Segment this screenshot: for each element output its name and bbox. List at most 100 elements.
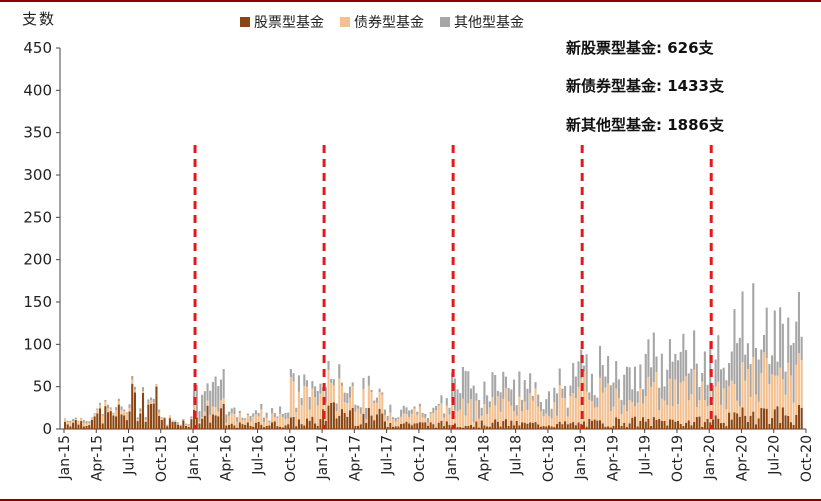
bar-债券型基金-228 (676, 404, 680, 421)
x-tick-label-Apr-17: Apr-17 (347, 435, 363, 481)
annotation-bond-label: 新债券型基金 (566, 77, 657, 95)
bar-债券型基金-239 (706, 406, 709, 419)
bar-其他型基金-222 (660, 353, 663, 399)
bar-其他型基金-13 (98, 402, 102, 405)
bar-股票型基金-274 (800, 407, 803, 429)
bar-股票型基金-103 (340, 409, 343, 429)
bar-其他型基金-192 (580, 349, 583, 379)
bar-其他型基金-206 (617, 379, 620, 398)
bar-股票型基金-72 (257, 421, 260, 429)
bar-其他型基金-270 (789, 345, 792, 376)
bar-股票型基金-219 (652, 417, 655, 429)
bar-其他型基金-99 (330, 379, 333, 383)
bar-股票型基金-198 (596, 420, 599, 429)
legend-label-other: 其他型基金 (454, 15, 524, 31)
bar-其他型基金-42 (176, 422, 179, 424)
bar-股票型基金-89 (303, 425, 306, 429)
bar-债券型基金-11 (93, 414, 96, 417)
x-tick-label-Jul-19: Jul-19 (638, 435, 654, 476)
bar-其他型基金-208 (623, 374, 626, 406)
bar-股票型基金-32 (150, 403, 153, 429)
bar-债券型基金-114 (370, 392, 373, 416)
bar-其他型基金-126 (402, 405, 405, 414)
bar-其他型基金-201 (604, 376, 607, 388)
bar-债券型基金-41 (174, 421, 177, 422)
bar-债券型基金-253 (744, 380, 747, 416)
bar-其他型基金-9 (88, 421, 91, 423)
bar-其他型基金-146 (456, 389, 459, 412)
bar-股票型基金-100 (332, 402, 335, 429)
bar-债券型基金-79 (276, 417, 279, 427)
bar-股票型基金-265 (776, 406, 779, 429)
bar-股票型基金-101 (335, 418, 338, 429)
bar-其他型基金-86 (295, 407, 298, 413)
bar-债券型基金-103 (340, 385, 343, 410)
bar-债券型基金-98 (327, 369, 330, 406)
bar-其他型基金-215 (642, 389, 645, 404)
bar-其他型基金-156 (483, 381, 486, 405)
bar-其他型基金-89 (303, 374, 306, 386)
bar-其他型基金-14 (101, 414, 104, 416)
bar-债券型基金-19 (115, 410, 118, 417)
bar-其他型基金-198 (596, 397, 599, 408)
bar-股票型基金-175 (534, 422, 537, 429)
bar-股票型基金-79 (276, 426, 279, 429)
bar-债券型基金-232 (687, 400, 690, 421)
bar-股票型基金-197 (593, 419, 596, 429)
bar-其他型基金-44 (182, 418, 185, 420)
bar-其他型基金-71 (254, 410, 257, 415)
bar-股票型基金-237 (701, 426, 704, 429)
bar-股票型基金-227 (674, 421, 677, 429)
bar-其他型基金-259 (760, 349, 763, 374)
bar-债券型基金-235 (695, 407, 698, 418)
bar-其他型基金-24 (128, 404, 131, 408)
bar-债券型基金-196 (590, 401, 594, 421)
bar-债券型基金-108 (354, 411, 357, 426)
bar-其他型基金-221 (658, 387, 661, 411)
bar-股票型基金-117 (378, 408, 381, 429)
bar-股票型基金-68 (246, 422, 249, 429)
bar-股票型基金-49 (195, 417, 198, 429)
bar-债券型基金-164 (504, 388, 507, 420)
bar-股票型基金-230 (682, 426, 685, 429)
bar-其他型基金-245 (722, 367, 725, 389)
bar-债券型基金-34 (155, 384, 158, 387)
bar-股票型基金-171 (523, 422, 526, 429)
bar-债券型基金-150 (467, 403, 470, 426)
bar-债券型基金-184 (558, 385, 561, 422)
bar-债券型基金-39 (168, 415, 171, 419)
bar-其他型基金-216 (644, 353, 647, 397)
bar-其他型基金-83 (287, 412, 290, 419)
bar-债券型基金-158 (488, 407, 491, 427)
bar-债券型基金-66 (241, 420, 244, 425)
bar-债券型基金-10 (90, 418, 93, 420)
bar-其他型基金-219 (652, 332, 655, 382)
bar-债券型基金-159 (491, 397, 494, 423)
bar-其他型基金-155 (480, 407, 483, 416)
bar-股票型基金-11 (93, 416, 96, 429)
bar-其他型基金-117 (378, 388, 381, 393)
bar-股票型基金-14 (101, 423, 104, 429)
bar-股票型基金-121 (389, 422, 392, 429)
bar-其他型基金-104 (343, 392, 346, 403)
bar-股票型基金-69 (249, 425, 252, 429)
bar-债券型基金-58 (219, 400, 223, 409)
bar-股票型基金-218 (650, 426, 653, 429)
bar-债券型基金-45 (184, 424, 188, 426)
bar-股票型基金-159 (491, 422, 494, 429)
bar-其他型基金-151 (469, 388, 473, 400)
bar-股票型基金-154 (478, 427, 481, 429)
bar-股票型基金-17 (109, 411, 112, 429)
bar-其他型基金-46 (187, 424, 190, 425)
bar-其他型基金-121 (389, 404, 392, 413)
bar-债券型基金-124 (397, 419, 400, 427)
bar-股票型基金-170 (521, 422, 524, 429)
bar-股票型基金-141 (443, 426, 446, 429)
bar-债券型基金-121 (389, 412, 392, 423)
bar-股票型基金-158 (488, 426, 491, 429)
bar-股票型基金-142 (445, 421, 448, 429)
bar-债券型基金-170 (521, 411, 524, 423)
bar-债券型基金-145 (453, 410, 456, 424)
bar-股票型基金-105 (346, 416, 349, 429)
